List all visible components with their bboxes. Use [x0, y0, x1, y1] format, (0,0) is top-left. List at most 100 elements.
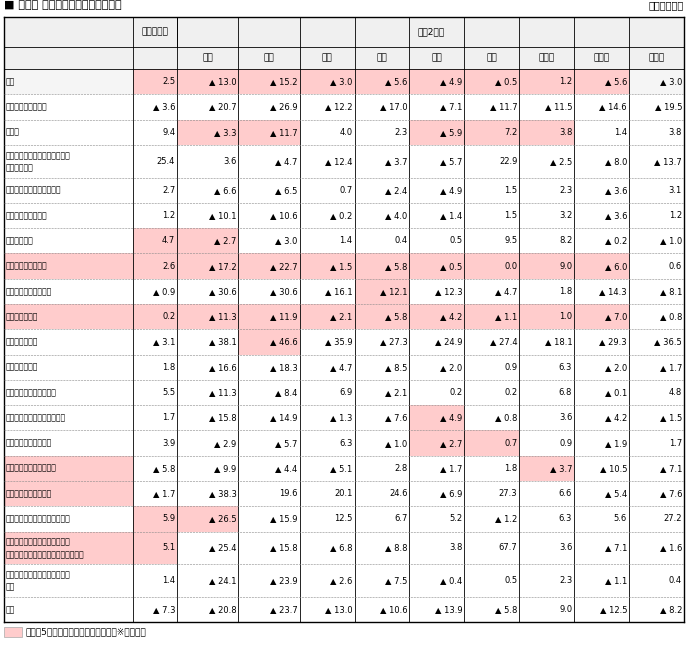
Text: 0.4: 0.4: [669, 576, 682, 585]
Text: ▲ 15.2: ▲ 15.2: [270, 77, 298, 86]
Text: 0.9: 0.9: [504, 363, 517, 372]
Text: ▲ 16.6: ▲ 16.6: [208, 363, 237, 372]
Text: 20.1: 20.1: [334, 489, 352, 498]
Text: 筋骨格系及び結合組織の疾患: 筋骨格系及び結合組織の疾患: [6, 413, 66, 422]
Text: ▲ 10.1: ▲ 10.1: [209, 211, 237, 220]
Bar: [300, 304, 354, 329]
Text: ▲ 35.9: ▲ 35.9: [325, 338, 352, 346]
Text: ▲ 4.2: ▲ 4.2: [605, 413, 627, 422]
Text: ▲ 18.1: ▲ 18.1: [545, 338, 572, 346]
Text: 症状、徴候及び異常臨床所見・: 症状、徴候及び異常臨床所見・: [6, 537, 71, 547]
Text: 0.7: 0.7: [339, 186, 352, 194]
Bar: [239, 69, 300, 95]
Text: ▲ 30.6: ▲ 30.6: [270, 287, 298, 296]
Bar: [178, 120, 239, 145]
Text: ▲ 8.4: ▲ 8.4: [275, 388, 298, 397]
Text: ▲ 10.5: ▲ 10.5: [600, 464, 627, 473]
Bar: [4, 456, 133, 481]
Text: ▲ 10.6: ▲ 10.6: [270, 211, 298, 220]
Text: 先天奇形、変形及び染色体異常: 先天奇形、変形及び染色体異常: [6, 514, 71, 524]
Text: 6.3: 6.3: [339, 439, 352, 447]
Bar: [354, 279, 409, 304]
Text: ▲ 27.3: ▲ 27.3: [380, 338, 407, 346]
Text: ▲ 4.4: ▲ 4.4: [275, 464, 298, 473]
Bar: [4, 627, 22, 637]
Text: ▲ 46.6: ▲ 46.6: [270, 338, 298, 346]
Text: ▲ 9.9: ▲ 9.9: [214, 464, 237, 473]
Text: ▲ 12.2: ▲ 12.2: [325, 102, 352, 112]
Text: ▲ 1.1: ▲ 1.1: [495, 312, 517, 321]
Text: ▲ 17.0: ▲ 17.0: [380, 102, 407, 112]
Text: ▲ 20.7: ▲ 20.7: [208, 102, 237, 112]
Text: ▲ 0.2: ▲ 0.2: [330, 211, 352, 220]
Bar: [574, 304, 629, 329]
Text: ▲ 13.9: ▲ 13.9: [435, 605, 462, 614]
Text: ▲ 1.2: ▲ 1.2: [495, 514, 517, 524]
Text: ▲ 26.5: ▲ 26.5: [208, 514, 237, 524]
Bar: [178, 228, 239, 254]
Text: 1.0: 1.0: [559, 312, 572, 321]
Text: ▲ 5.1: ▲ 5.1: [330, 464, 352, 473]
Text: ▲ 24.9: ▲ 24.9: [435, 338, 462, 346]
Text: ▲ 4.2: ▲ 4.2: [440, 312, 462, 321]
Text: 67.7: 67.7: [499, 543, 517, 553]
Text: 6.7: 6.7: [394, 514, 407, 524]
Text: 皮膚及び皮下組織の疾患: 皮膚及び皮下組織の疾患: [6, 388, 57, 397]
Text: ▲ 10.6: ▲ 10.6: [380, 605, 407, 614]
Text: 2.3: 2.3: [559, 576, 572, 585]
Bar: [300, 69, 354, 95]
Bar: [133, 507, 178, 532]
Text: ４月: ４月: [202, 53, 213, 62]
Text: ▲ 0.2: ▲ 0.2: [605, 237, 627, 245]
Text: ▲ 13.0: ▲ 13.0: [325, 605, 352, 614]
Bar: [574, 254, 629, 279]
Bar: [4, 254, 133, 279]
Text: 6.9: 6.9: [339, 388, 352, 397]
Text: ▲ 12.4: ▲ 12.4: [325, 157, 352, 166]
Text: 9.0: 9.0: [559, 605, 572, 614]
Text: 3.1: 3.1: [669, 186, 682, 194]
Text: 精神及び行動の障害: 精神及び行動の障害: [6, 211, 47, 220]
Text: ▲ 4.9: ▲ 4.9: [440, 413, 462, 422]
Text: １２月: １２月: [649, 53, 665, 62]
Text: ▲ 14.6: ▲ 14.6: [599, 102, 627, 112]
Text: 2.7: 2.7: [162, 186, 175, 194]
Text: ▲ 11.3: ▲ 11.3: [208, 388, 237, 397]
Bar: [464, 304, 519, 329]
Text: 神経系の疾患: 神経系の疾患: [6, 237, 34, 245]
Text: 妊娠、分娩及び産じょく: 妊娠、分娩及び産じょく: [6, 464, 57, 473]
Text: 0.5: 0.5: [504, 576, 517, 585]
Text: 1.8: 1.8: [162, 363, 175, 372]
Bar: [133, 532, 178, 564]
Text: ▲ 2.7: ▲ 2.7: [440, 439, 462, 447]
Text: 耳及び乳様突起の疾患: 耳及び乳様突起の疾患: [6, 287, 52, 296]
Text: ▲ 11.7: ▲ 11.7: [270, 127, 298, 137]
Text: ▲ 7.1: ▲ 7.1: [605, 543, 627, 553]
Text: 3.8: 3.8: [559, 127, 572, 137]
Bar: [519, 304, 574, 329]
Text: 令和元年度: 令和元年度: [142, 28, 169, 36]
Text: ▲ 6.5: ▲ 6.5: [275, 186, 298, 194]
Bar: [178, 254, 239, 279]
Text: ▲ 5.8: ▲ 5.8: [385, 312, 407, 321]
Text: ▲ 15.8: ▲ 15.8: [270, 543, 298, 553]
Text: ▲ 2.5: ▲ 2.5: [550, 157, 572, 166]
Text: 内分泌、栄養及び代蚙疾患: 内分泌、栄養及び代蚙疾患: [6, 186, 61, 194]
Bar: [409, 254, 464, 279]
Text: ▲ 12.5: ▲ 12.5: [600, 605, 627, 614]
Text: ▲ 11.7: ▲ 11.7: [490, 102, 517, 112]
Text: ▲ 7.1: ▲ 7.1: [660, 464, 682, 473]
Text: ▲ 17.2: ▲ 17.2: [208, 261, 237, 271]
Bar: [4, 532, 133, 564]
Text: ▲ 16.1: ▲ 16.1: [325, 287, 352, 296]
Text: 8.2: 8.2: [559, 237, 572, 245]
Text: ▲ 6.9: ▲ 6.9: [440, 489, 462, 498]
Text: 呼吸器系の疾患: 呼吸器系の疾患: [6, 338, 39, 346]
Text: ▲ 1.5: ▲ 1.5: [330, 261, 352, 271]
Text: 影響: 影響: [6, 583, 15, 592]
Text: 1.5: 1.5: [504, 186, 517, 194]
Bar: [4, 481, 133, 507]
Text: 0.4: 0.4: [394, 237, 407, 245]
Text: 5.9: 5.9: [162, 514, 175, 524]
Text: 1.5: 1.5: [504, 211, 517, 220]
